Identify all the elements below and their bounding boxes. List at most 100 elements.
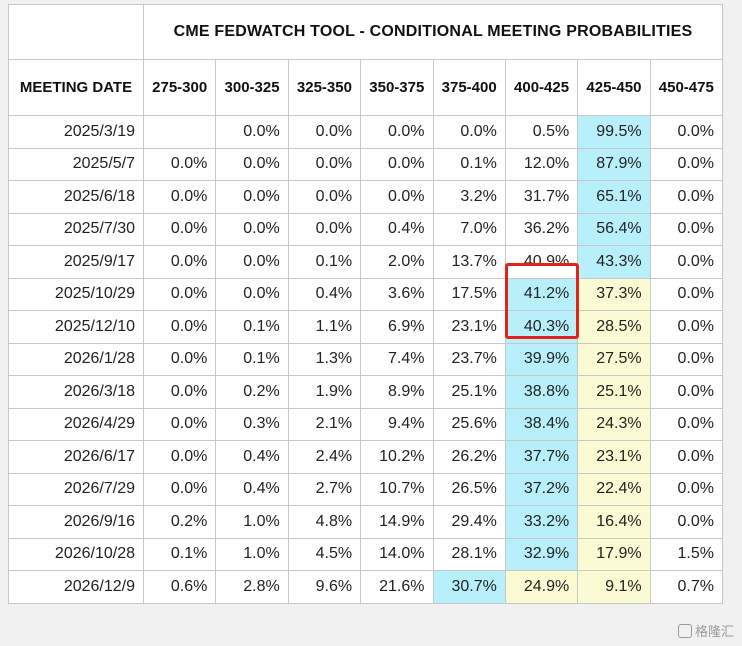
table-row: 2025/3/19 0.0% 0.0% 0.0% 0.0% 0.5% 99.5% 0.0% xyxy=(8,115,724,149)
table-row: 2026/6/17 0.0% 0.4% 2.4% 10.2% 26.2% 37.7% 23.1… xyxy=(8,440,724,474)
probability-cell: 38.4% xyxy=(504,407,579,441)
probability-cell: 0.0% xyxy=(649,212,724,246)
probability-cell: 0.0% xyxy=(649,505,724,539)
table-body: 2025/3/19 0.0% 0.0% 0.0% 0.0% 0.5% 99.5% 0.0% 20… xyxy=(8,115,724,604)
probability-cell: 14.0% xyxy=(360,537,434,571)
table-row: 2026/7/29 0.0% 0.4% 2.7% 10.7% 26.5% 37.2% 22.4… xyxy=(8,472,724,506)
probability-cell: 0.0% xyxy=(649,147,724,181)
meeting-date-cell: 2025/12/10 xyxy=(8,310,144,344)
probability-cell: 0.0% xyxy=(287,212,362,246)
rate-range-header: 425-450 xyxy=(577,59,651,116)
probability-cell: 0.0% xyxy=(649,342,724,376)
probability-cell: 0.0% xyxy=(360,147,434,181)
probability-cell: 0.0% xyxy=(142,440,217,474)
probability-cell: 0.0% xyxy=(287,115,362,149)
probability-cell: 65.1% xyxy=(577,180,651,214)
probability-cell: 25.1% xyxy=(577,375,651,409)
probability-cell: 23.1% xyxy=(432,310,506,344)
probability-cell: 0.1% xyxy=(432,147,506,181)
rate-range-header: 400-425 xyxy=(504,59,579,116)
probability-cell: 3.2% xyxy=(432,180,506,214)
probability-cell: 32.9% xyxy=(504,537,579,571)
probability-cell: 1.1% xyxy=(287,310,362,344)
probability-cell: 3.6% xyxy=(360,277,434,311)
probability-cell: 0.0% xyxy=(142,277,217,311)
watermark-text: 格隆汇 xyxy=(694,625,734,640)
probability-cell: 6.9% xyxy=(360,310,434,344)
probability-cell: 2.1% xyxy=(287,407,362,441)
probability-cell: 0.0% xyxy=(649,277,724,311)
probability-cell: 13.7% xyxy=(432,245,506,279)
probability-cell: 17.5% xyxy=(432,277,506,311)
meeting-date-cell: 2025/10/29 xyxy=(8,277,144,311)
probability-cell: 29.4% xyxy=(432,505,506,539)
probability-cell: 1.5% xyxy=(649,537,724,571)
probability-cell: 24.9% xyxy=(504,570,579,604)
probability-cell: 0.0% xyxy=(142,407,217,441)
probability-cell: 9.6% xyxy=(287,570,362,604)
table-row: 2025/9/17 0.0% 0.0% 0.1% 2.0% 13.7% 40.9% 43.3%… xyxy=(8,245,724,279)
rate-range-header: 275-300 xyxy=(142,59,217,116)
probability-cell: 30.7% xyxy=(432,570,506,604)
probability-cell: 0.0% xyxy=(142,310,217,344)
probability-cell: 4.8% xyxy=(287,505,362,539)
probability-cell: 0.0% xyxy=(215,245,289,279)
meeting-date-cell: 2026/12/9 xyxy=(8,570,144,604)
watermark: 格隆汇 xyxy=(677,621,734,640)
probability-cell: 39.9% xyxy=(504,342,579,376)
watermark-logo-icon xyxy=(677,624,692,638)
table-row: 2025/5/7 0.0% 0.0% 0.0% 0.0% 0.1% 12.0% 87.9% 0.… xyxy=(8,147,724,181)
table-row: 2026/12/9 0.6% 2.8% 9.6% 21.6% 30.7% 24.9% 9.1%… xyxy=(8,570,724,604)
probability-cell: 0.3% xyxy=(215,407,289,441)
meeting-date-cell: 2025/6/18 xyxy=(8,180,144,214)
probability-cell: 28.5% xyxy=(577,310,651,344)
probability-cell: 2.8% xyxy=(215,570,289,604)
table-row: 2026/4/29 0.0% 0.3% 2.1% 9.4% 25.6% 38.4% 24.3%… xyxy=(8,407,724,441)
probability-cell: 12.0% xyxy=(504,147,579,181)
probability-cell: 87.9% xyxy=(577,147,651,181)
probability-cell: 0.0% xyxy=(142,472,217,506)
probability-cell: 0.0% xyxy=(649,115,724,149)
probability-cell: 0.0% xyxy=(215,277,289,311)
probability-cell: 0.0% xyxy=(360,180,434,214)
probability-cell: 0.0% xyxy=(649,375,724,409)
probability-cell: 8.9% xyxy=(360,375,434,409)
probability-cell: 22.4% xyxy=(577,472,651,506)
probability-cell: 0.7% xyxy=(649,570,724,604)
rate-range-header: 350-375 xyxy=(360,59,434,116)
probability-cell: 26.5% xyxy=(432,472,506,506)
meeting-date-cell: 2026/3/18 xyxy=(8,375,144,409)
probability-cell: 0.2% xyxy=(215,375,289,409)
table-row: 2026/1/28 0.0% 0.1% 1.3% 7.4% 23.7% 39.9% 27.5%… xyxy=(8,342,724,376)
probability-cell: 9.1% xyxy=(577,570,651,604)
probability-cell: 0.0% xyxy=(649,440,724,474)
table-row: 2025/7/30 0.0% 0.0% 0.0% 0.4% 7.0% 36.2% 56.4% 0… xyxy=(8,212,724,246)
probability-cell: 0.0% xyxy=(142,212,217,246)
table-title-row: CME FEDWATCH TOOL - CONDITIONAL MEETING … xyxy=(8,4,723,60)
meeting-date-cell: 2025/5/7 xyxy=(8,147,144,181)
probability-cell: 37.7% xyxy=(504,440,579,474)
probability-cell: 0.0% xyxy=(649,407,724,441)
probability-cell: 38.8% xyxy=(504,375,579,409)
probability-cell: 0.0% xyxy=(432,115,506,149)
probability-cell: 31.7% xyxy=(504,180,579,214)
probability-cell: 0.0% xyxy=(215,115,289,149)
table-row: 2026/3/18 0.0% 0.2% 1.9% 8.9% 25.1% 38.8% 25.1%… xyxy=(8,375,724,409)
probability-cell: 0.0% xyxy=(215,212,289,246)
probability-cell: 0.4% xyxy=(360,212,434,246)
meeting-date-cell: 2026/6/17 xyxy=(8,440,144,474)
probability-cell: 0.4% xyxy=(287,277,362,311)
column-header-row: MEETING DATE 275-300 300-325 325-350 350-37… xyxy=(8,59,724,116)
fedwatch-table-container: CME FEDWATCH TOOL - CONDITIONAL MEETING … xyxy=(8,4,724,604)
table-row: 2026/10/28 0.1% 1.0% 4.5% 14.0% 28.1% 32.9% 17.… xyxy=(8,537,724,571)
probability-cell: 0.0% xyxy=(360,115,434,149)
probability-cell: 0.0% xyxy=(215,147,289,181)
probability-cell: 0.2% xyxy=(142,505,217,539)
probability-cell: 25.6% xyxy=(432,407,506,441)
meeting-date-cell: 2026/10/28 xyxy=(8,537,144,571)
probability-cell: 21.6% xyxy=(360,570,434,604)
probability-cell: 23.1% xyxy=(577,440,651,474)
probability-cell: 25.1% xyxy=(432,375,506,409)
probability-cell: 33.2% xyxy=(504,505,579,539)
probability-cell: 40.9% xyxy=(504,245,579,279)
